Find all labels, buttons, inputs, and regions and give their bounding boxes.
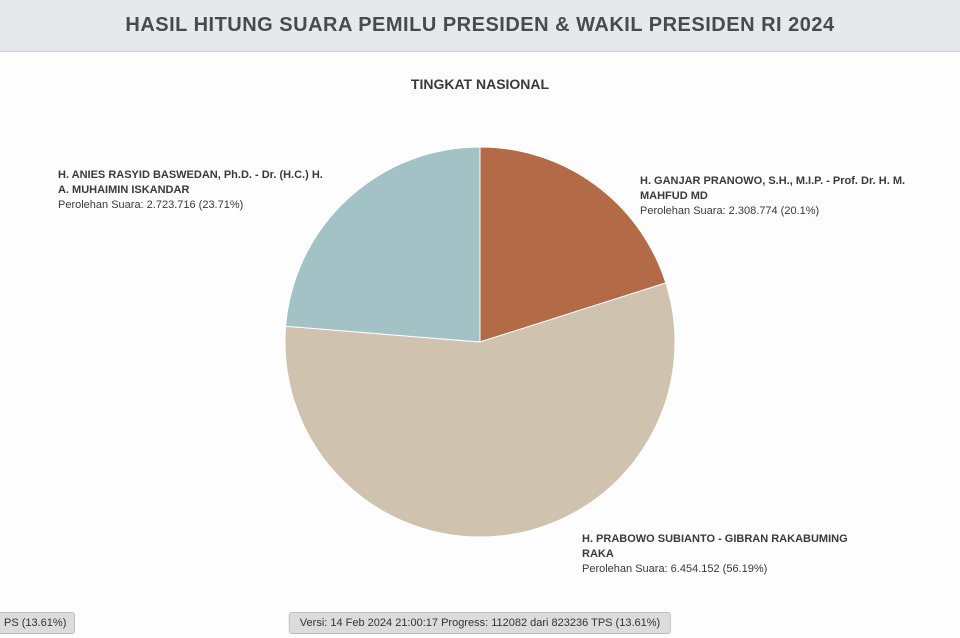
- page-title: HASIL HITUNG SUARA PEMILU PRESIDEN & WAK…: [125, 14, 834, 37]
- footer-version: Versi: 14 Feb 2024 21:00:17 Progress: 11…: [289, 612, 671, 634]
- chart-container: H. ANIES RASYID BASWEDAN, Ph.D. - Dr. (H…: [0, 102, 960, 582]
- candidate-name-line: H. ANIES RASYID BASWEDAN, Ph.D. - Dr. (H…: [58, 168, 338, 183]
- page-header: HASIL HITUNG SUARA PEMILU PRESIDEN & WAK…: [0, 0, 960, 52]
- vote-count: Perolehan Suara: 2.723.716 (23.71%): [58, 198, 338, 213]
- slice-label-anies: H. ANIES RASYID BASWEDAN, Ph.D. - Dr. (H…: [58, 168, 338, 213]
- slice-label-ganjar: H. GANJAR PRANOWO, S.H., M.I.P. - Prof. …: [640, 174, 940, 219]
- candidate-name-line: H. PRABOWO SUBIANTO - GIBRAN RAKABUMING …: [582, 532, 882, 562]
- slice-label-prabowo: H. PRABOWO SUBIANTO - GIBRAN RAKABUMING …: [582, 532, 882, 577]
- footer-stub: PS (13.61%): [0, 612, 75, 634]
- candidate-name-line: A. MUHAIMIN ISKANDAR: [58, 183, 338, 198]
- candidate-name-line: H. GANJAR PRANOWO, S.H., M.I.P. - Prof. …: [640, 174, 940, 204]
- pie-chart: [280, 142, 680, 542]
- vote-count: Perolehan Suara: 6.454.152 (56.19%): [582, 562, 882, 577]
- vote-count: Perolehan Suara: 2.308.774 (20.1%): [640, 204, 940, 219]
- chart-subtitle: TINGKAT NASIONAL: [0, 76, 960, 92]
